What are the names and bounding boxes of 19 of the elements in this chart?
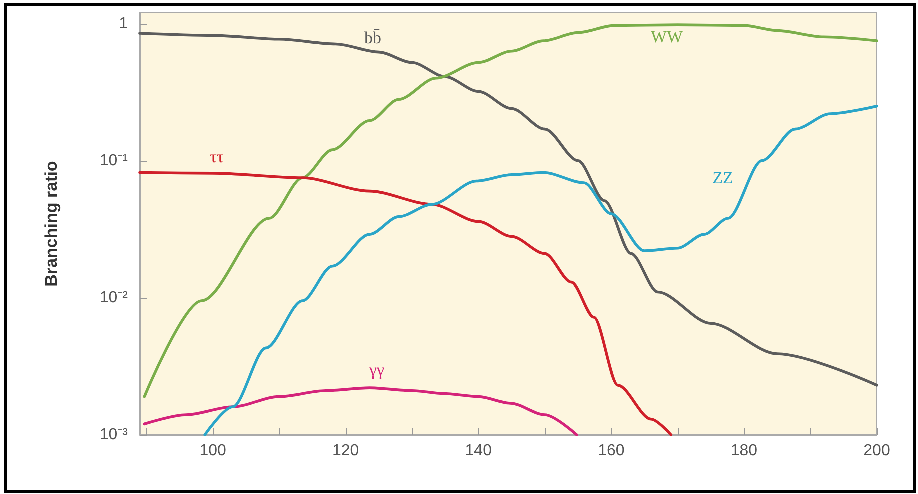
series-label: WW: [650, 28, 684, 46]
series-label: ZZ: [712, 168, 734, 188]
x-tick-label: 140: [465, 442, 492, 460]
y-tick-label: 10⁻¹: [100, 152, 128, 170]
series-label: ττ: [210, 148, 224, 166]
y-axis-title: Branching ratio: [42, 161, 61, 287]
y-tick-label: 1: [119, 15, 128, 32]
series-label: γγ: [368, 360, 385, 380]
x-tick-label: 160: [598, 442, 625, 460]
y-tick-label: 10⁻³: [100, 426, 129, 444]
x-tick-label: 100: [200, 442, 226, 460]
line-series: [138, 171, 673, 436]
x-tick-label: 200: [864, 442, 890, 460]
series-label: bb̄: [364, 28, 382, 48]
line-series: [204, 104, 878, 436]
x-tick-label: 120: [332, 442, 360, 460]
line-series: [143, 386, 578, 436]
x-tick-label: 180: [730, 442, 758, 460]
y-tick-label: 10⁻²: [100, 289, 129, 306]
